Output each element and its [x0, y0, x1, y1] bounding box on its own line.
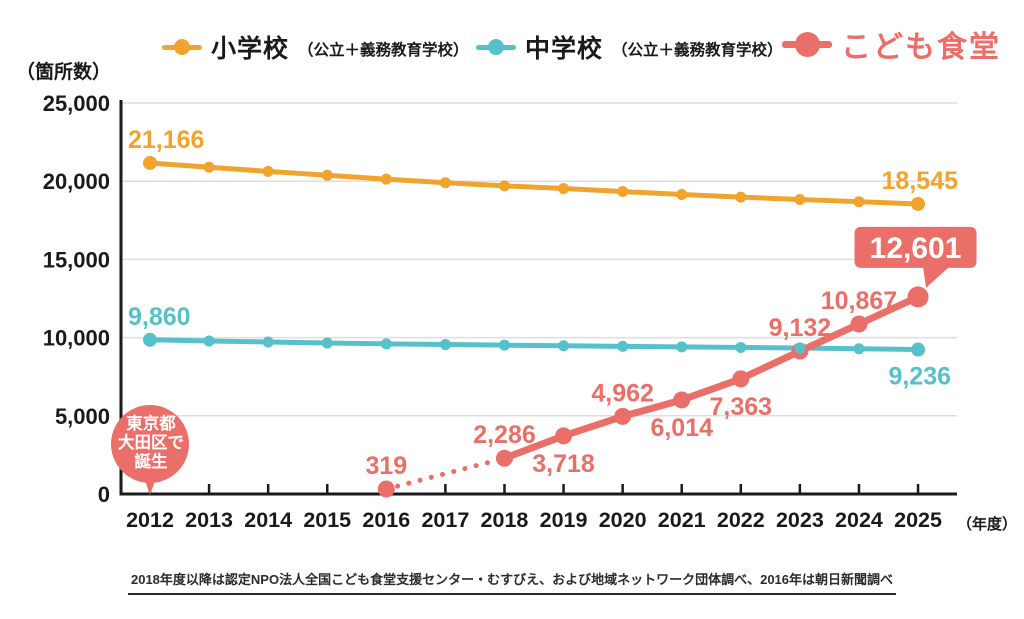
data-point: [439, 177, 451, 189]
legend-item-elementary-school: 小学校 （公立＋義務教育学校）: [162, 30, 469, 64]
elementary-series-marker: [162, 34, 202, 60]
data-point: [380, 173, 392, 185]
x-tick-label: 2016: [362, 508, 410, 532]
value-badge-tail: [923, 266, 950, 288]
data-point-overlap: [794, 342, 806, 354]
data-point: [321, 169, 333, 181]
data-point: [911, 342, 926, 357]
value-label: 9,132: [769, 314, 832, 342]
data-point: [321, 337, 333, 349]
legend-item-kodomo-shokudo: こども食堂: [782, 27, 1001, 64]
value-label: 2,286: [473, 421, 536, 449]
data-point: [203, 335, 215, 347]
value-label: 7,363: [710, 393, 773, 421]
data-point: [614, 407, 632, 425]
x-tick-label: 2023: [776, 508, 824, 532]
value-badge: [854, 226, 977, 268]
data-point: [380, 338, 392, 350]
x-tick-label: 2021: [658, 508, 706, 532]
annotation-text: 誕生: [135, 451, 168, 471]
legend-sublabel-junior-high: （公立＋義務教育学校）: [612, 41, 783, 59]
legend-item-junior-high: 中学校 （公立＋義務教育学校）: [476, 30, 783, 64]
data-point: [558, 183, 570, 195]
y-tick-label: 5,000: [55, 404, 110, 429]
data-point: [907, 286, 929, 308]
value-label: 18,545: [882, 167, 959, 195]
source-footnote: 2018年度以降は認定NPO法人全国こども食堂支援センター・むすびえ、および地域…: [127, 569, 897, 595]
data-point: [262, 165, 274, 177]
series-line: [503, 293, 920, 462]
annotation-balloon: [111, 405, 189, 483]
value-label: 4,962: [591, 379, 654, 407]
y-tick-label: 20,000: [43, 169, 110, 194]
data-point: [555, 427, 573, 445]
data-point: [558, 340, 570, 352]
data-point: [203, 161, 215, 173]
x-axis-unit-label: （年度）: [957, 516, 1018, 533]
value-label: 6,014: [650, 414, 713, 442]
x-tick-label: 2024: [835, 508, 883, 532]
data-point: [143, 332, 157, 347]
data-point: [439, 339, 451, 351]
data-point: [143, 155, 157, 170]
x-tick-label: 2022: [717, 508, 765, 532]
value-label: 21,166: [128, 126, 204, 154]
legend-label-junior-high: 中学校: [525, 35, 604, 63]
value-label: 319: [365, 452, 407, 480]
data-point: [617, 340, 629, 352]
x-tick-label: 2012: [126, 508, 174, 532]
legend-sublabel-elementary: （公立＋義務教育学校）: [298, 41, 469, 59]
data-point: [676, 341, 688, 353]
series-line: [149, 160, 919, 207]
data-point: [853, 196, 865, 208]
data-point: [673, 391, 691, 409]
junior-high-series-marker: [476, 34, 516, 60]
value-label: 10,867: [821, 287, 897, 315]
data-point: [850, 315, 868, 333]
data-point: [262, 336, 274, 348]
data-point: [735, 341, 747, 353]
y-tick-label: 0: [98, 482, 110, 507]
x-tick-label: 2013: [185, 508, 233, 532]
legend-label-kodomo-shokudo: こども食堂: [841, 31, 1001, 64]
kodomo-shokudo-series-marker: [782, 29, 832, 59]
data-point: [676, 188, 688, 200]
x-tick-label: 2017: [421, 508, 469, 532]
y-axis-unit-label: （箇所数）: [16, 62, 112, 83]
data-point: [794, 193, 806, 205]
x-tick-label: 2014: [244, 508, 292, 532]
data-point: [853, 343, 865, 355]
data-point: [377, 480, 395, 498]
x-tick-label: 2025: [894, 508, 942, 532]
x-tick-label: 2018: [481, 508, 529, 532]
data-point: [732, 370, 750, 388]
data-point: [498, 339, 510, 351]
legend-label-elementary: 小学校: [211, 35, 290, 63]
data-point: [498, 180, 510, 192]
data-point: [735, 191, 747, 203]
data-point: [495, 449, 513, 467]
x-tick-label: 2019: [540, 508, 588, 532]
series-line: [149, 337, 919, 353]
y-tick-label: 10,000: [43, 326, 110, 351]
value-label: 9,860: [128, 303, 191, 331]
value-label: 9,236: [888, 363, 951, 391]
data-point: [617, 186, 629, 198]
y-tick-label: 15,000: [43, 247, 110, 272]
value-badge-text: 12,601: [870, 232, 962, 265]
data-point: [911, 196, 926, 211]
x-tick-label: 2020: [599, 508, 647, 532]
y-tick-label: 25,000: [43, 91, 110, 116]
annotation-text: 東京都: [126, 413, 176, 433]
x-tick-label: 2015: [303, 508, 351, 532]
value-label: 3,718: [532, 450, 595, 478]
annotation-text: 大田区で: [118, 432, 184, 452]
